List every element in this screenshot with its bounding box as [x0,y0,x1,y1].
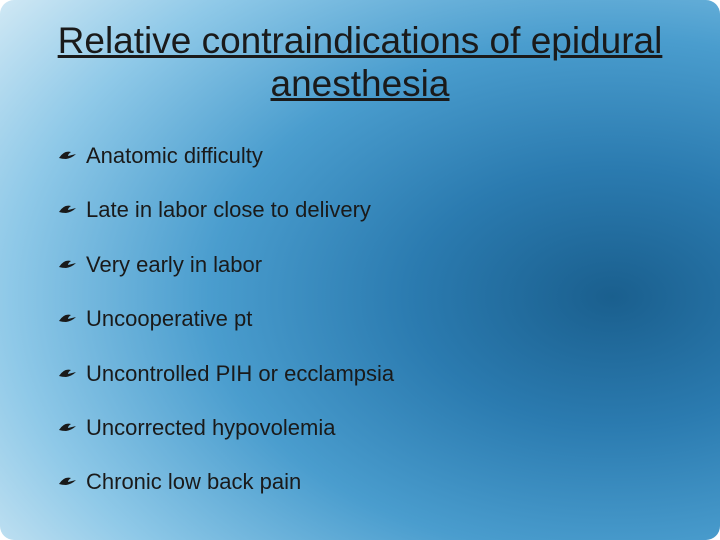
list-item: Uncooperative pt [58,306,670,332]
slide: Relative contraindications of epidural a… [0,0,720,540]
bullet-text: Uncorrected hypovolemia [86,415,335,440]
list-item: Chronic low back pain [58,469,670,495]
bullet-text: Uncooperative pt [86,306,252,331]
bullet-text: Chronic low back pain [86,469,301,494]
bullet-list: Anatomic difficulty Late in labor close … [50,143,670,496]
slide-title: Relative contraindications of epidural a… [50,20,670,105]
bullet-text: Late in labor close to delivery [86,197,371,222]
bullet-text: Uncontrolled PIH or ecclampsia [86,361,394,386]
list-item: Anatomic difficulty [58,143,670,169]
swoosh-icon [58,311,78,325]
bullet-text: Anatomic difficulty [86,143,263,168]
swoosh-icon [58,366,78,380]
swoosh-icon [58,474,78,488]
swoosh-icon [58,257,78,271]
list-item: Uncontrolled PIH or ecclampsia [58,361,670,387]
list-item: Uncorrected hypovolemia [58,415,670,441]
list-item: Late in labor close to delivery [58,197,670,223]
swoosh-icon [58,202,78,216]
swoosh-icon [58,420,78,434]
swoosh-icon [58,148,78,162]
list-item: Very early in labor [58,252,670,278]
bullet-text: Very early in labor [86,252,262,277]
